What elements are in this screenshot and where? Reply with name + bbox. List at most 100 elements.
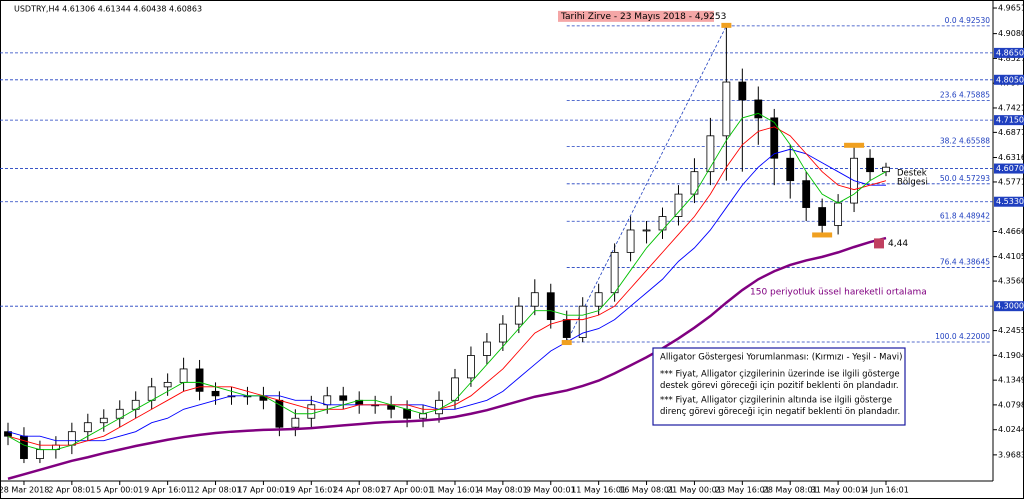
- peak-label: Tarihi Zirve - 23 Mayıs 2018 - 4,9253: [560, 12, 726, 22]
- candle-body: [738, 81, 747, 101]
- candle-body: [530, 292, 539, 307]
- indicator-line: [7, 148, 886, 442]
- candle-body: [626, 229, 635, 253]
- candle-body: [818, 207, 827, 226]
- candle-body: [770, 117, 779, 159]
- candle-body: [83, 422, 92, 433]
- y-tick-label: 3.96830: [998, 450, 1024, 459]
- x-tick-label: 4 Jun 16:01: [863, 486, 909, 495]
- candle-body: [435, 399, 443, 415]
- level-label: 4.53300: [996, 197, 1024, 206]
- level-label-box: [994, 47, 1024, 58]
- candle-body: [786, 157, 795, 182]
- candle-body: [211, 390, 220, 397]
- candle-body: [706, 135, 715, 173]
- fib-label: 38.2 4.65588: [940, 137, 990, 146]
- y-tick-label: 4.85270: [998, 54, 1024, 63]
- x-tick-label: 4 May 08:01: [478, 486, 528, 495]
- level-label-box: [994, 163, 1024, 174]
- x-tick-label: 2 Apr 08:01: [48, 486, 95, 495]
- x-tick-label: 23 May 16:01: [715, 486, 770, 495]
- x-tick-label: 28 Mar 2018: [0, 486, 49, 495]
- candle-body: [179, 368, 188, 383]
- y-tick-label: 4.57710: [998, 177, 1024, 186]
- x-tick-label: 28 May 08:01: [763, 486, 818, 495]
- candle-body: [99, 417, 108, 424]
- candle-body: [307, 404, 316, 419]
- x-tick-label: 9 Apr 16:01: [144, 486, 191, 495]
- y-tick-label: 4.19040: [998, 351, 1024, 360]
- y-tick-label: 4.13495: [998, 376, 1024, 385]
- x-tick-label: 12 Apr 08:01: [189, 486, 241, 495]
- fib-label: 0.0 4.92530: [945, 16, 991, 25]
- candle-body: [195, 368, 204, 392]
- candle-body: [291, 417, 300, 428]
- x-tick-label: 5 Apr 00:01: [96, 486, 143, 495]
- fib-label: 76.4 4.38645: [940, 257, 990, 266]
- level-label: 4.71500: [996, 116, 1024, 125]
- marker: [844, 142, 865, 148]
- level-label: 4.86500: [996, 48, 1024, 57]
- fib-label: 23.6 4.75885: [940, 90, 990, 99]
- note-line: destek görevi göreceği için pozitif bekl…: [660, 381, 899, 391]
- y-tick-label: 4.74215: [998, 103, 1024, 112]
- ema-label: 150 periyotluk üssel hareketli ortalama: [750, 288, 927, 298]
- candle-body: [339, 395, 348, 401]
- candle-body: [658, 216, 667, 231]
- candle-body: [163, 381, 172, 388]
- y-tick-label: 4.07980: [998, 400, 1024, 409]
- candle-body: [674, 193, 683, 217]
- x-tick-label: 19 Apr 16:01: [285, 486, 337, 495]
- candle-body: [546, 292, 555, 321]
- x-tick-label: 27 Apr 00:01: [381, 486, 433, 495]
- level-label-box: [994, 301, 1024, 312]
- y-tick-label: 4.46660: [998, 227, 1024, 236]
- x-tick-label: 16 May 08:01: [619, 486, 674, 495]
- candle-body: [882, 166, 890, 173]
- candle-body: [419, 413, 427, 419]
- candle-body: [754, 99, 763, 119]
- note-title: Alligator Göstergesi Yorumlanması: (Kırm…: [660, 353, 902, 363]
- y-tick-label: 4.63160: [998, 153, 1024, 162]
- level-label-box: [994, 74, 1024, 85]
- y-tick-label: 4.96510: [998, 4, 1024, 13]
- marker: [721, 22, 732, 28]
- indicator-line: [7, 112, 887, 451]
- note-line: direnç görevi göreceği için negatif bekl…: [660, 407, 900, 417]
- marker: [561, 340, 572, 346]
- chart-title: USDTRY,H4 4.61306 4.61344 4.60438 4.6086…: [14, 5, 202, 14]
- peak-box: [558, 10, 714, 22]
- fib-label: 100.0 4.22000: [935, 332, 990, 341]
- level-label: 4.80500: [996, 75, 1024, 84]
- y-tick-label: 4.24550: [998, 326, 1024, 335]
- candle-body: [578, 305, 587, 338]
- support-label: Bölgesi: [897, 178, 928, 188]
- level-label-box: [994, 115, 1024, 126]
- candle-body: [594, 292, 603, 307]
- indicator-line: [7, 126, 887, 446]
- x-tick-label: 31 May 00:01: [811, 486, 866, 495]
- ema-value-label: 4,44: [888, 239, 908, 249]
- candle-body: [834, 202, 843, 226]
- x-tick-label: 17 Apr 00:01: [237, 486, 289, 495]
- marker: [812, 232, 833, 238]
- candle-body: [802, 180, 811, 208]
- x-tick-label: 21 May 00:01: [667, 486, 722, 495]
- fib-label: 61.8 4.48942: [940, 211, 990, 220]
- y-tick-label: 4.90800: [998, 29, 1024, 38]
- level-label-box: [994, 196, 1024, 207]
- fib-trend: [566, 25, 727, 343]
- x-tick-label: 11 May 16:01: [571, 486, 626, 495]
- y-tick-label: 4.35600: [998, 277, 1024, 286]
- ema-marker: [874, 238, 884, 249]
- candle-body: [323, 395, 332, 406]
- y-tick-label: 4.41050: [998, 252, 1024, 261]
- x-tick-label: 24 Apr 08:01: [333, 486, 385, 495]
- fib-label: 50.0 4.57293: [940, 174, 990, 183]
- candle-body: [498, 323, 507, 343]
- y-tick-label: 4.02440: [998, 425, 1024, 434]
- note-line: *** Fiyat, Alligator çizgilerinin altınd…: [660, 396, 892, 406]
- level-label: 4.60700: [996, 164, 1024, 173]
